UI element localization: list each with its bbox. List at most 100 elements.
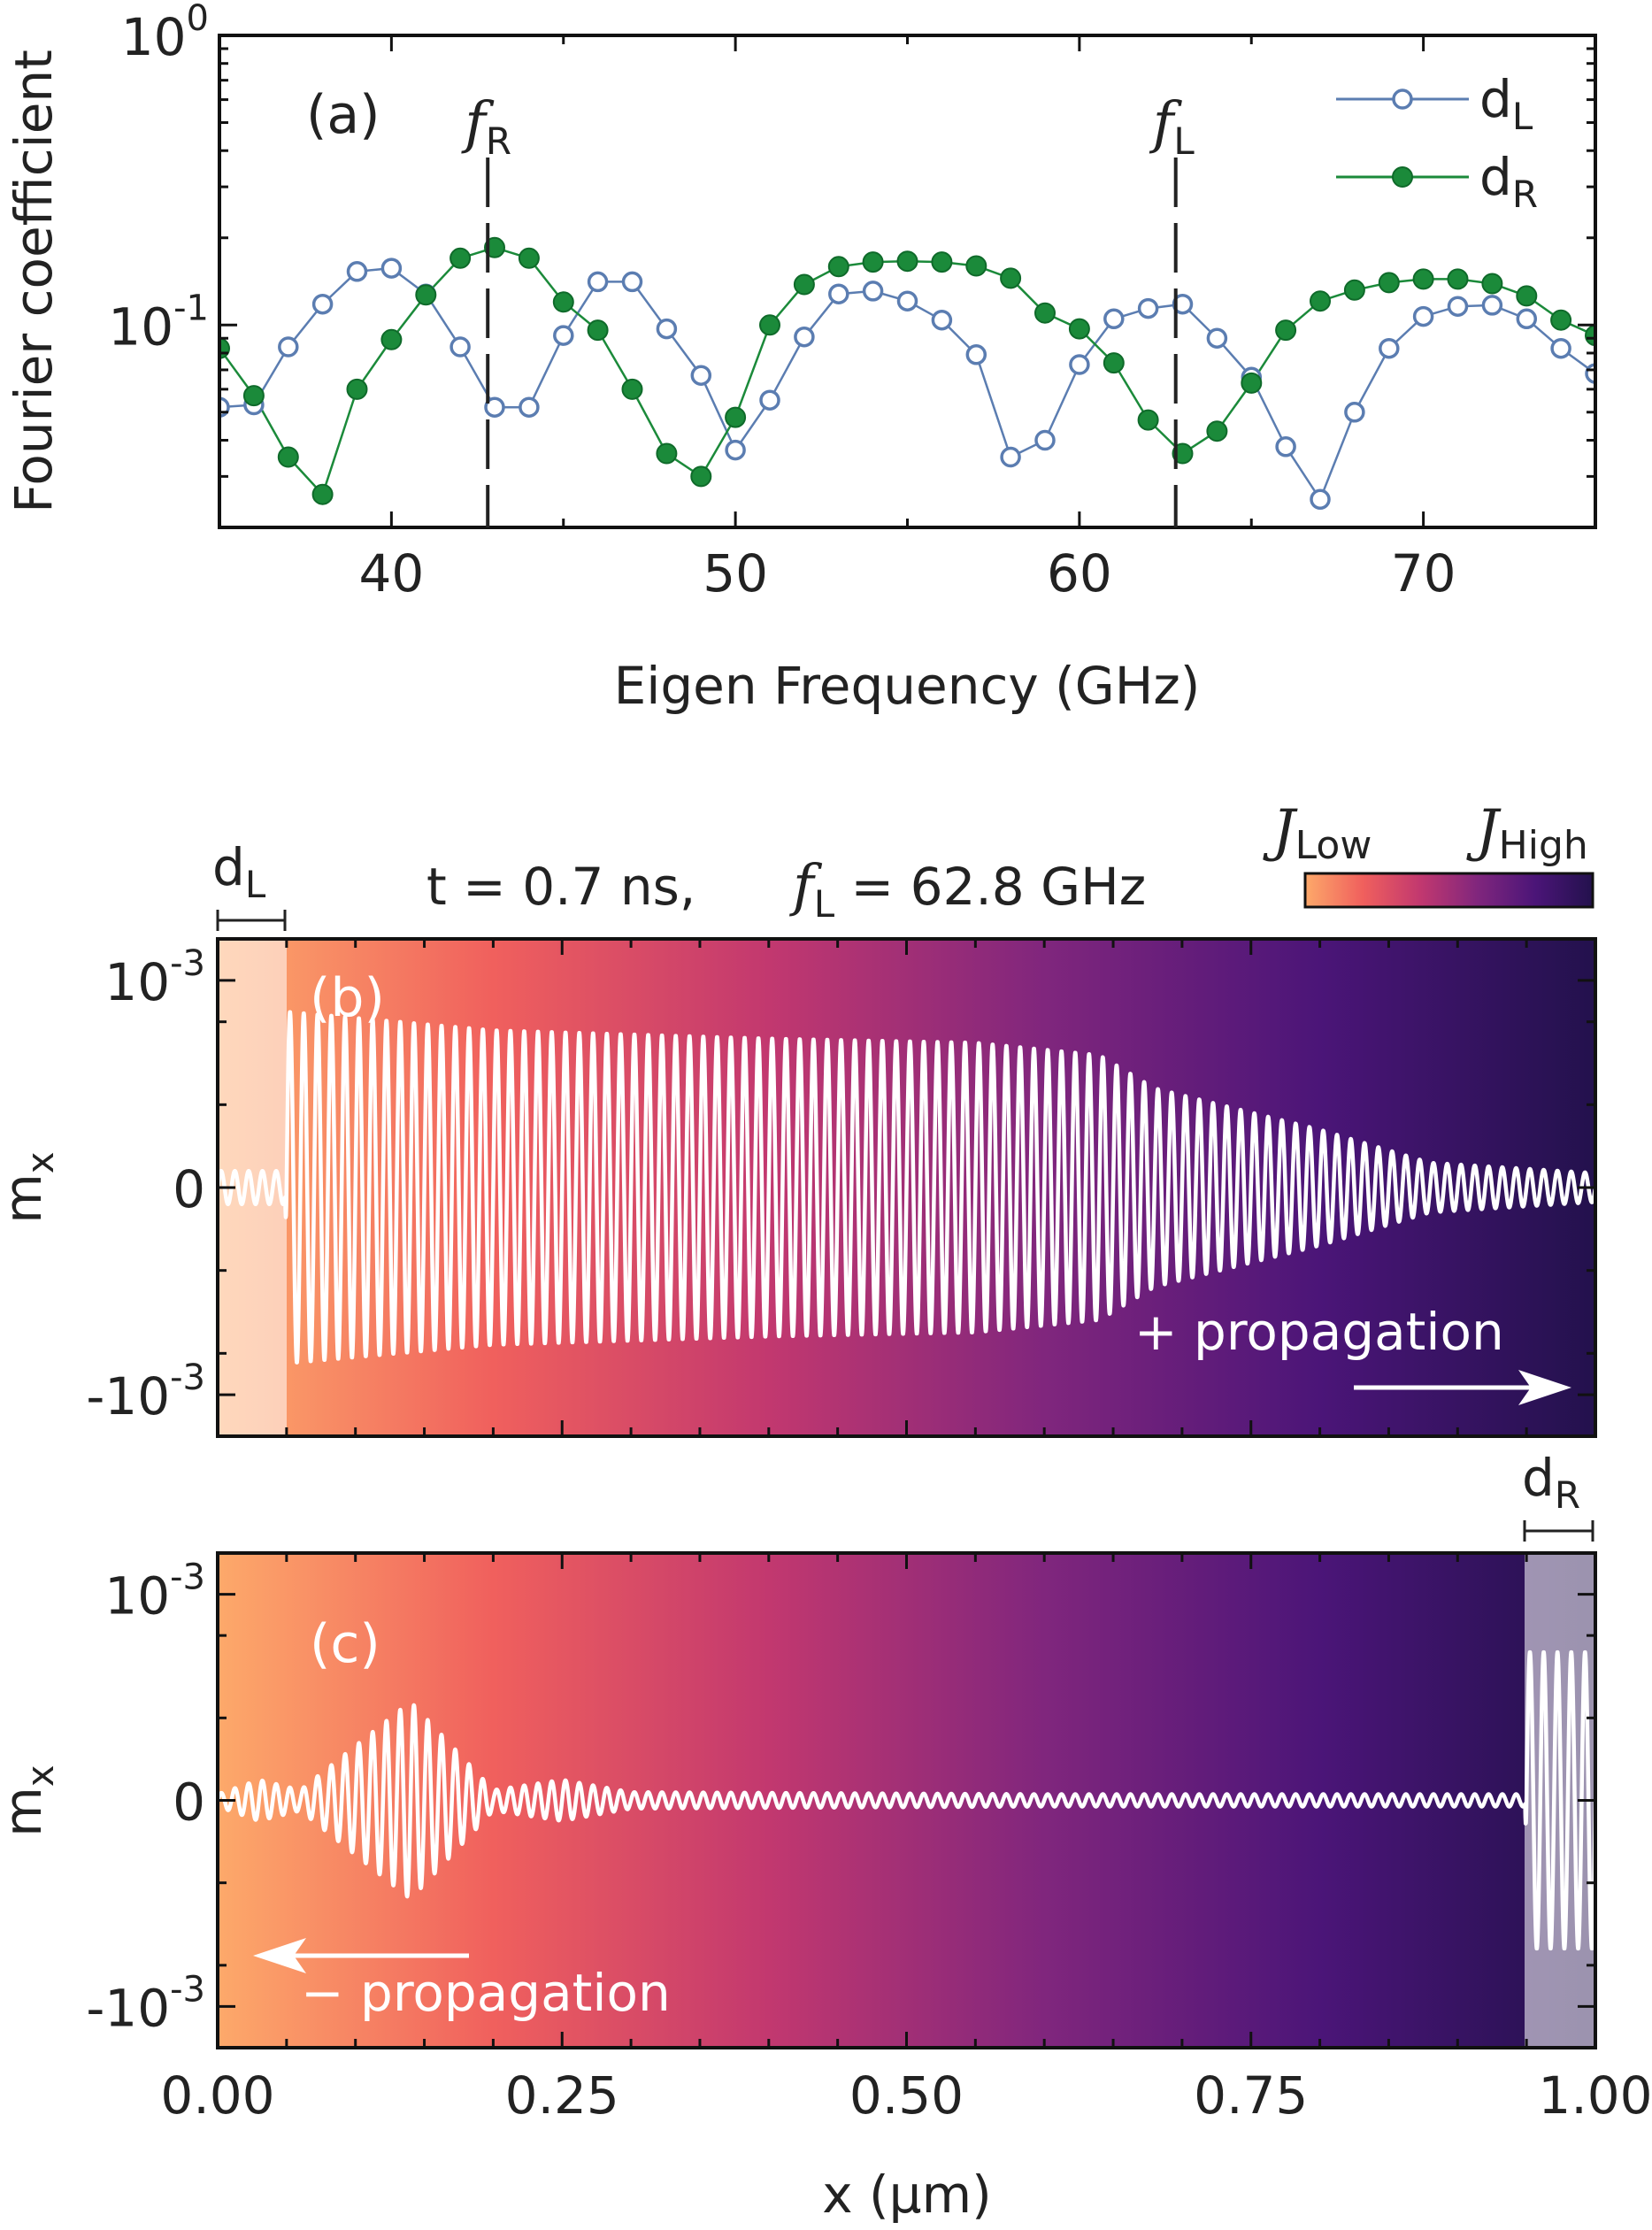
point-dR — [1310, 290, 1331, 312]
time-annotation: t = 0.7 ns, — [426, 857, 695, 917]
point-dL — [484, 396, 505, 418]
minus-propagation-arrow — [253, 1938, 469, 1973]
point-dR — [965, 255, 987, 277]
panel-c-plot-area — [218, 1553, 1595, 2048]
panel-c-waveform: dR 10-3 0 -10-3 0.00 0.25 0.50 0.75 1.00 (c) −… — [0, 1448, 1652, 2225]
point-dR — [587, 319, 609, 342]
panel-a-y-ticks: 100 10-1 — [108, 0, 1595, 529]
x-tick-label: 1.00 — [1538, 2065, 1652, 2126]
point-dR — [1275, 319, 1297, 342]
point-dR — [552, 291, 574, 313]
point-dL — [1103, 308, 1125, 330]
point-dL — [587, 271, 609, 293]
point-dR — [725, 406, 747, 428]
point-dL — [931, 309, 953, 331]
point-dL — [1550, 337, 1571, 359]
point-dL — [553, 325, 574, 346]
point-dR — [1034, 302, 1056, 324]
point-dR — [656, 442, 678, 465]
dL-bracket-label: dL — [212, 837, 266, 906]
point-dL — [621, 271, 643, 293]
x-tick-label: 70 — [1391, 543, 1456, 604]
x-tick-label: 60 — [1047, 543, 1112, 604]
panel-a-y-axis-title: Fourier coefficient — [4, 50, 64, 513]
point-dR — [346, 378, 368, 400]
point-dR — [415, 284, 437, 306]
point-dR — [449, 247, 472, 269]
point-dL — [1172, 293, 1194, 315]
point-dR — [621, 378, 643, 400]
point-dL — [1379, 337, 1400, 359]
point-dL — [449, 336, 471, 358]
point-dR — [1378, 272, 1400, 294]
point-dR — [311, 483, 334, 505]
y-tick-label: -10-3 — [86, 1357, 205, 1426]
point-dR — [827, 256, 849, 278]
y-tick-label: 0 — [173, 1159, 205, 1219]
y-tick-label: 10-1 — [108, 288, 209, 357]
point-dR — [1585, 325, 1595, 347]
point-dL — [759, 389, 780, 411]
x-tick-label: 40 — [358, 543, 424, 604]
point-dL — [690, 365, 712, 386]
minus-propagation-label: − propagation — [301, 1963, 671, 2023]
panel-a-x-ticks: 40 50 60 70 — [218, 35, 1597, 604]
y-tick-label: 100 — [121, 0, 209, 67]
panel-b-y-ticks: 10-3 0 -10-3 — [86, 943, 1595, 1426]
panel-a-label: (a) — [306, 84, 380, 146]
colorbar-high-label: JHigh — [1466, 798, 1588, 868]
colorbar-gradient — [1303, 872, 1594, 909]
panel-b-label: (b) — [310, 967, 385, 1029]
colorbar: JLow JHigh — [1263, 798, 1594, 909]
point-dL — [1310, 488, 1331, 511]
x-tick-label: 0.75 — [1194, 2065, 1308, 2126]
panel-b-y-axis-title: mx — [0, 1151, 62, 1223]
point-dL — [1447, 296, 1469, 317]
point-dL — [380, 258, 403, 279]
dR-bracket: dR — [1522, 1448, 1594, 1542]
panel-c-x-axis-title: x (μm) — [822, 2165, 991, 2225]
point-dR — [1137, 409, 1159, 431]
point-dL — [1206, 327, 1228, 349]
point-dR — [896, 250, 918, 273]
panel-c-y-axis-title: mx — [0, 1765, 62, 1836]
point-dL — [725, 439, 746, 461]
panel-b-mx-waveform — [218, 1010, 1595, 1365]
colorbar-low-label: JLow — [1263, 798, 1372, 868]
point-dL — [896, 290, 918, 311]
frequency-marker-label-R: fR — [461, 90, 511, 163]
point-dL — [1034, 429, 1056, 451]
point-dL — [278, 336, 299, 358]
point-dR — [242, 385, 265, 407]
panel-c-x-ticks: 0.00 0.25 0.50 0.75 1.00 — [160, 1553, 1652, 2126]
point-dL — [1069, 354, 1090, 375]
dL-bracket: dL — [212, 837, 287, 931]
point-dR — [1481, 273, 1503, 295]
point-dR — [1412, 268, 1434, 290]
point-dL — [1137, 297, 1159, 319]
y-tick-label: -10-3 — [86, 1969, 205, 2038]
plus-propagation-arrow — [1354, 1370, 1571, 1405]
point-dL — [1000, 446, 1021, 468]
dR-bracket-label: dR — [1522, 1448, 1580, 1517]
panel-c-y-ticks: 10-3 0 -10-3 — [86, 1557, 1595, 2038]
frequency-annotation: fL = 62.8 GHz — [789, 853, 1146, 926]
point-dL — [828, 283, 849, 304]
point-dR — [793, 273, 815, 296]
point-dL — [1344, 402, 1365, 423]
point-dR — [690, 465, 712, 488]
panel-a-fourier-spectrum: 40 50 60 70 100 10-1 (a) fR fL dL dR Eigen Fr… — [4, 0, 1597, 716]
point-dR — [484, 236, 505, 258]
point-dL — [1516, 308, 1538, 330]
panel-a-legend: dL dR — [1336, 69, 1538, 216]
panel-c-mx-waveform — [218, 1649, 1595, 1951]
legend-label-dL: dL — [1479, 69, 1533, 138]
panel-c-label: (c) — [310, 1613, 380, 1675]
panel-a-plot-area — [219, 236, 1595, 511]
plus-propagation-label: + propagation — [1134, 1302, 1504, 1362]
point-dL — [311, 293, 334, 315]
legend-item-dL: dL — [1336, 69, 1533, 138]
point-dR — [1103, 352, 1125, 374]
point-dR — [277, 446, 299, 468]
